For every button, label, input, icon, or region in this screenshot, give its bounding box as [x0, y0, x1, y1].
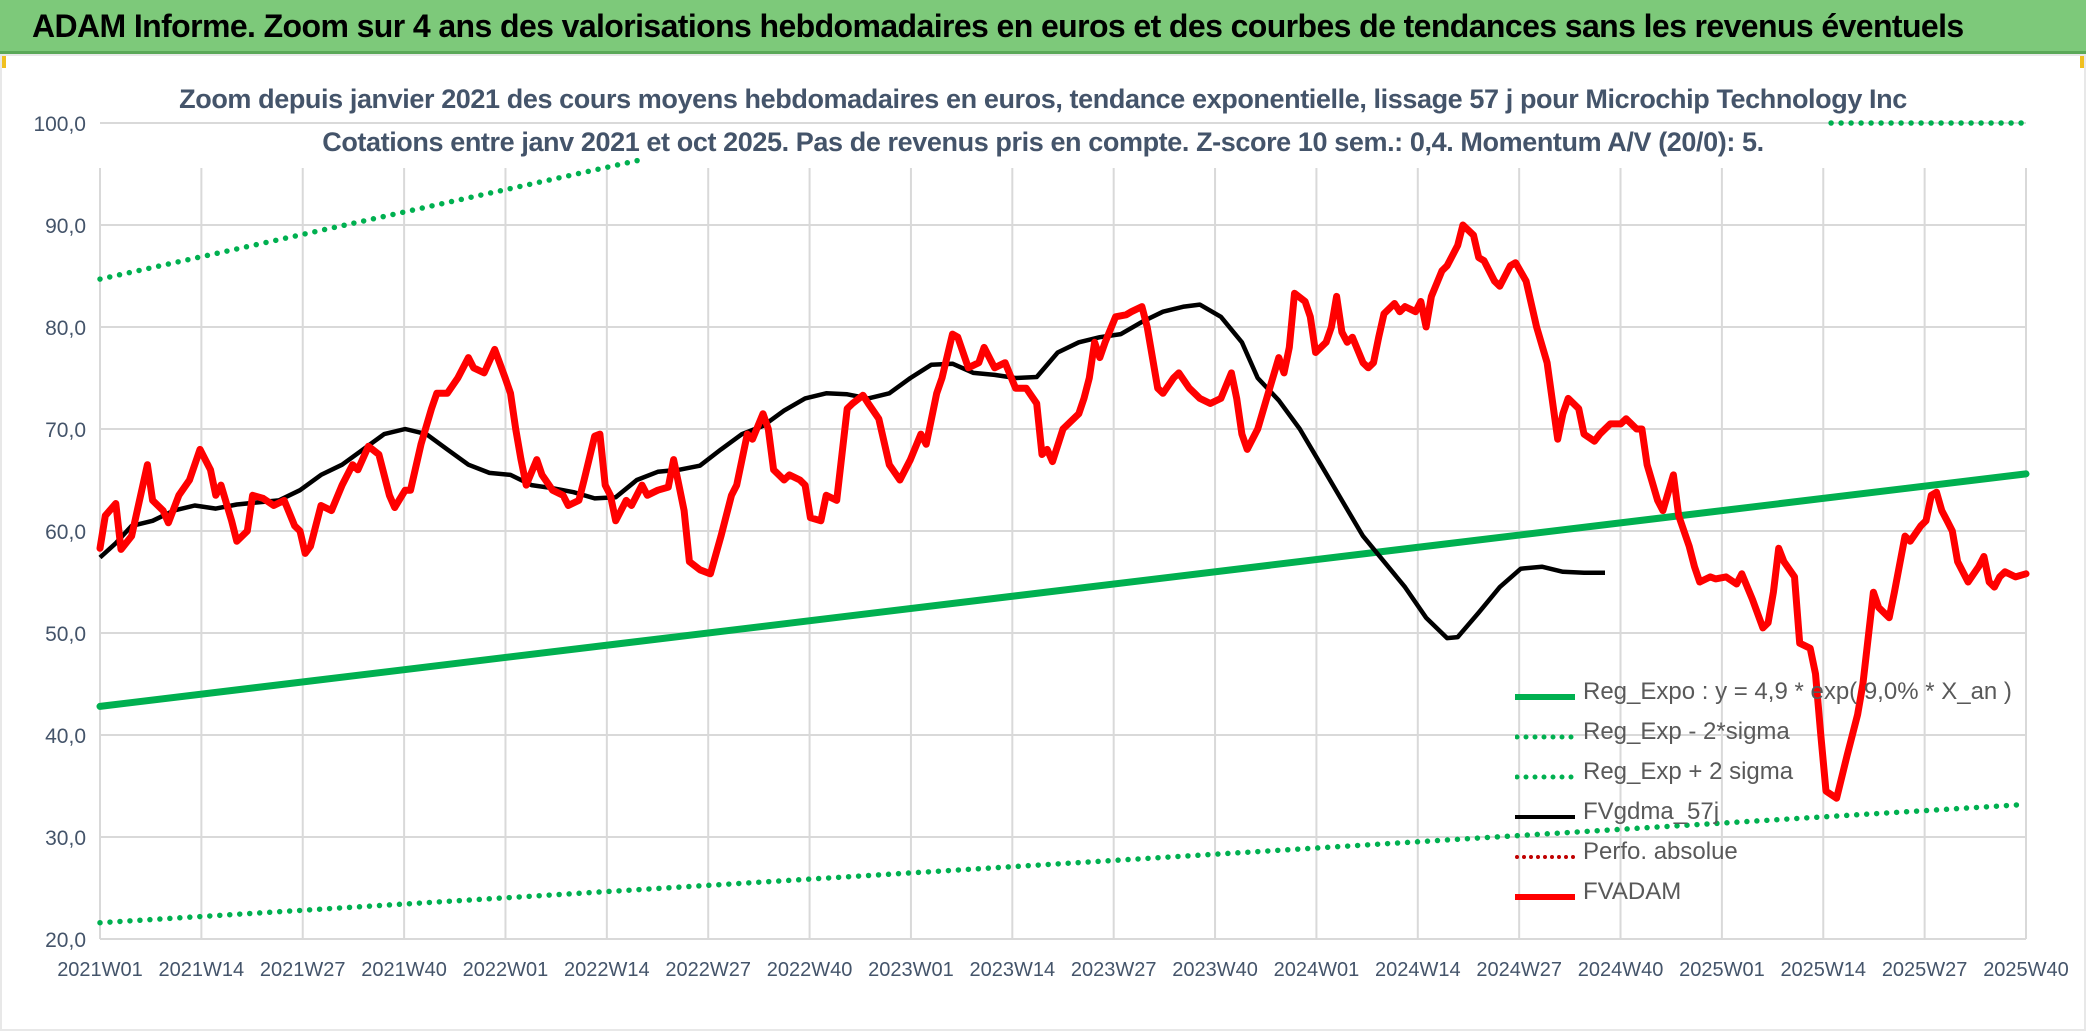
- y-tick-label: 60,0: [45, 521, 86, 544]
- x-tick-label: 2025W14: [1780, 959, 1866, 981]
- chart-frame: [0, 54, 2086, 1031]
- series-line-5: [96, 221, 2030, 802]
- x-axis-labels: 2021W01 2021W14 2021W27 2021W40 2022W01 2022W…: [57, 959, 2069, 981]
- legend-label-reg-exp-minus: Reg_Exp - 2*sigma: [1583, 718, 1790, 745]
- y-tick-label: 100,0: [33, 113, 86, 136]
- report-banner: ADAM Informe. Zoom sur 4 ans des valoris…: [0, 0, 2086, 54]
- corner-mark-right: [2080, 54, 2086, 68]
- x-tick-label: 2024W40: [1578, 959, 1664, 981]
- x-tick-label: 2021W40: [361, 959, 447, 981]
- x-tick-label: 2024W27: [1476, 959, 1562, 981]
- y-axis-labels: 20,0 30,0 40,0 50,0 60,0 70,0 80,0 90,0 100,0: [33, 113, 86, 952]
- x-tick-label: 2023W14: [970, 959, 1056, 981]
- corner-mark-left: [0, 54, 6, 68]
- legend-label-perfo: Perfo. absolue: [1583, 838, 1738, 865]
- x-tick-label: 2021W27: [260, 959, 346, 981]
- x-tick-label: 2021W01: [57, 959, 143, 981]
- x-tick-label: 2023W40: [1172, 959, 1258, 981]
- series-line-3: [98, 302, 1605, 641]
- legend-label-reg-exp-plus: Reg_Exp + 2 sigma: [1583, 758, 1794, 785]
- y-tick-label: 70,0: [45, 419, 86, 442]
- legend-label-fvadam: FVADAM: [1583, 878, 1682, 905]
- chart-title: Zoom depuis janvier 2021 des cours moyen…: [179, 84, 1907, 114]
- x-tick-label: 2025W40: [1983, 959, 2069, 981]
- series-line-0: [96, 470, 2030, 710]
- legend-swatch-reg-exp-minus: [1515, 734, 1575, 740]
- legend-swatch-reg-exp-plus: [1515, 774, 1575, 780]
- y-tick-label: 20,0: [45, 929, 86, 952]
- x-tick-label: 2021W14: [159, 959, 245, 981]
- legend-label-reg-expo: Reg_Expo : y = 4,9 * exp( 9,0% * X_an ): [1583, 678, 2012, 705]
- x-tick-label: 2022W27: [665, 959, 751, 981]
- x-tick-label: 2025W01: [1679, 959, 1765, 981]
- x-tick-label: 2025W27: [1882, 959, 1968, 981]
- report-title: ADAM Informe. Zoom sur 4 ans des valoris…: [32, 8, 1964, 44]
- x-tick-label: 2022W01: [463, 959, 549, 981]
- x-tick-label: 2022W14: [564, 959, 650, 981]
- legend-swatch-perfo: [1515, 855, 1575, 859]
- legend-swatch-fvadam: [1515, 894, 1575, 900]
- y-tick-label: 50,0: [45, 623, 86, 646]
- legend-swatch-reg-expo: [1515, 694, 1575, 700]
- x-tick-label: 2024W01: [1274, 959, 1360, 981]
- x-tick-label: 2023W27: [1071, 959, 1157, 981]
- x-tick-label: 2024W14: [1375, 959, 1461, 981]
- legend-swatch-fvgdma: [1515, 815, 1575, 819]
- grid-lines: [99, 122, 2027, 940]
- y-tick-label: 40,0: [45, 725, 86, 748]
- y-tick-label: 90,0: [45, 215, 86, 238]
- series-layer: [96, 120, 2030, 926]
- x-tick-label: 2023W01: [868, 959, 954, 981]
- chart-subtitle: Cotations entre janv 2021 et oct 2025. P…: [322, 127, 1764, 157]
- y-tick-label: 80,0: [45, 317, 86, 340]
- series-line-1: [97, 801, 2029, 926]
- legend-label-fvgdma: FVgdma_57j: [1583, 798, 1720, 825]
- series-line-2: [97, 120, 2029, 282]
- x-tick-label: 2022W40: [767, 959, 853, 981]
- y-tick-label: 30,0: [45, 827, 86, 850]
